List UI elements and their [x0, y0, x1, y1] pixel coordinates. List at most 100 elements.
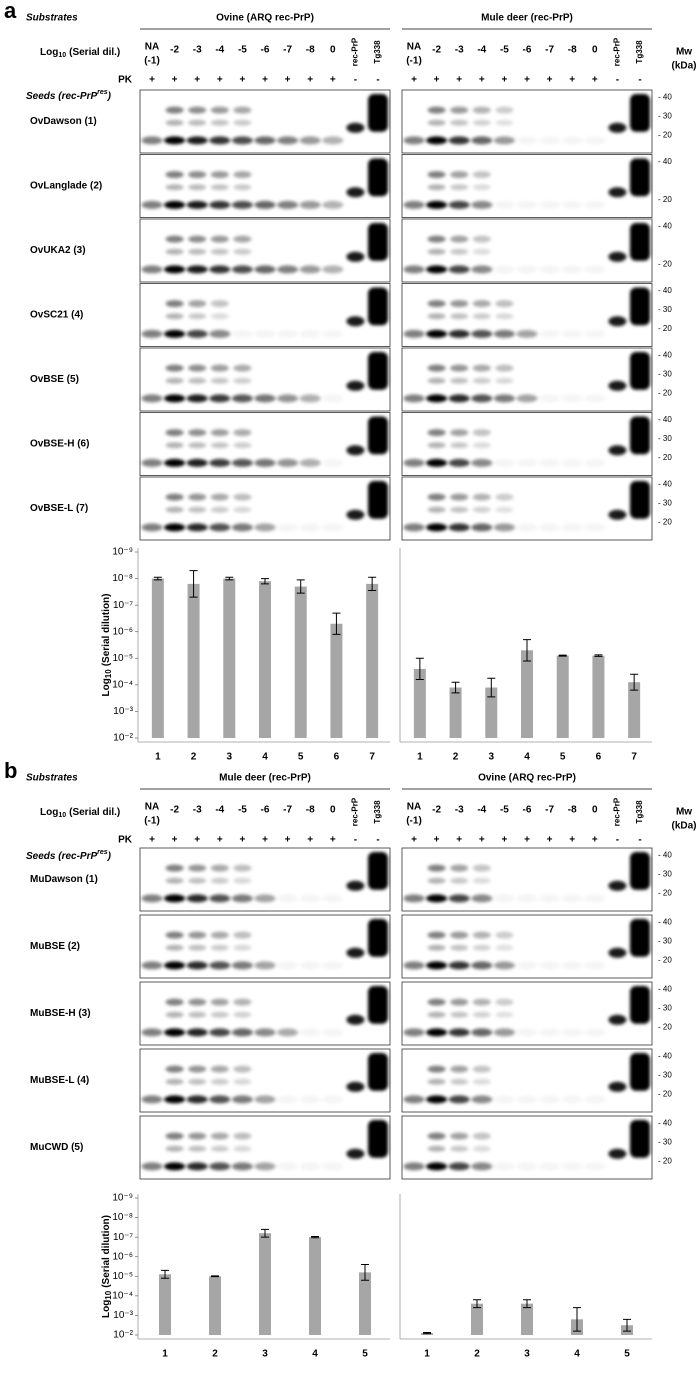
- band: [448, 265, 470, 274]
- band: [233, 864, 252, 872]
- blot-bands: [403, 852, 650, 903]
- band: [472, 1078, 491, 1085]
- seed-label: OvBSE-L (7): [30, 503, 88, 514]
- lane-label: -7: [545, 805, 554, 816]
- band: [277, 1095, 299, 1104]
- lane-label: 0: [592, 45, 598, 56]
- band: [233, 1145, 252, 1152]
- band: [233, 1132, 252, 1140]
- band: [277, 458, 299, 467]
- mw-marker: - 30: [658, 112, 672, 121]
- band: [141, 329, 163, 338]
- band: [495, 506, 514, 513]
- band: [630, 158, 650, 197]
- pk-sign: -: [354, 835, 357, 846]
- band: [448, 1162, 470, 1171]
- pk-sign: -: [376, 835, 379, 846]
- band: [277, 136, 299, 145]
- band: [210, 1132, 229, 1140]
- error-bar: [573, 1307, 581, 1332]
- mw-marker: - 30: [658, 870, 672, 879]
- band: [471, 1095, 493, 1104]
- y-axis-label-part: (Serial dilution): [101, 593, 112, 666]
- band: [165, 506, 184, 513]
- band: [427, 931, 446, 939]
- band: [299, 329, 321, 338]
- x-tick-label: 5: [624, 1349, 630, 1360]
- blot-bands: [403, 158, 650, 209]
- band: [164, 1028, 186, 1037]
- band: [471, 136, 493, 145]
- band: [539, 1028, 561, 1037]
- band: [561, 523, 583, 532]
- band: [210, 1145, 229, 1152]
- band: [495, 1011, 514, 1018]
- dilution-label: Log10 (Serial dil.): [40, 807, 120, 819]
- pk-sign: +: [411, 75, 417, 86]
- band: [472, 506, 491, 513]
- x-tick-label: 3: [489, 752, 495, 763]
- band: [472, 877, 491, 884]
- x-tick-label: 3: [227, 752, 233, 763]
- x-tick-label: 2: [212, 1349, 218, 1360]
- band: [403, 1095, 425, 1104]
- lane-label: -2: [170, 805, 179, 816]
- band: [427, 877, 446, 884]
- pk-sign: -: [616, 75, 619, 86]
- blot-bands: [403, 919, 650, 970]
- band: [254, 523, 276, 532]
- mw-marker: - 30: [658, 1138, 672, 1147]
- band: [495, 931, 514, 939]
- band: [165, 1145, 184, 1152]
- band: [403, 458, 425, 467]
- band: [561, 458, 583, 467]
- band: [472, 184, 491, 191]
- band: [561, 265, 583, 274]
- band: [188, 429, 207, 437]
- band: [427, 1011, 446, 1018]
- band: [471, 458, 493, 467]
- band: [539, 523, 561, 532]
- band: [630, 1120, 650, 1158]
- band: [164, 523, 186, 532]
- band: [164, 329, 186, 338]
- band: [165, 106, 184, 114]
- lane-label: NA: [145, 42, 159, 53]
- band: [516, 265, 538, 274]
- band: [427, 944, 446, 951]
- control-label: rec-PrP: [613, 797, 622, 826]
- pk-sign: +: [239, 835, 245, 846]
- band: [427, 313, 446, 320]
- pk-sign: +: [239, 75, 245, 86]
- mw-marker: - 40: [658, 415, 672, 424]
- band: [209, 265, 231, 274]
- substrates-label: Substrates: [26, 773, 78, 784]
- band: [186, 265, 208, 274]
- band: [427, 442, 446, 449]
- band: [165, 944, 184, 951]
- band: [608, 1081, 627, 1092]
- band: [322, 1028, 344, 1037]
- band: [141, 1162, 163, 1171]
- lane-label: (-1): [406, 56, 422, 67]
- band: [233, 119, 252, 126]
- blot-bands: [141, 1053, 388, 1104]
- blot-bands: [141, 986, 388, 1037]
- band: [322, 1095, 344, 1104]
- error-bar: [153, 576, 162, 581]
- band: [233, 235, 252, 243]
- band: [299, 458, 321, 467]
- band: [426, 1162, 448, 1171]
- band: [493, 523, 515, 532]
- mw-marker: - 30: [658, 305, 672, 314]
- blot-bands: [141, 919, 388, 970]
- band: [164, 1095, 186, 1104]
- band: [210, 106, 229, 114]
- band: [427, 106, 446, 114]
- band: [368, 352, 388, 390]
- band: [426, 523, 448, 532]
- dilution-label-part: Log: [40, 47, 58, 58]
- band: [448, 894, 470, 903]
- band: [188, 364, 207, 372]
- band: [495, 998, 514, 1006]
